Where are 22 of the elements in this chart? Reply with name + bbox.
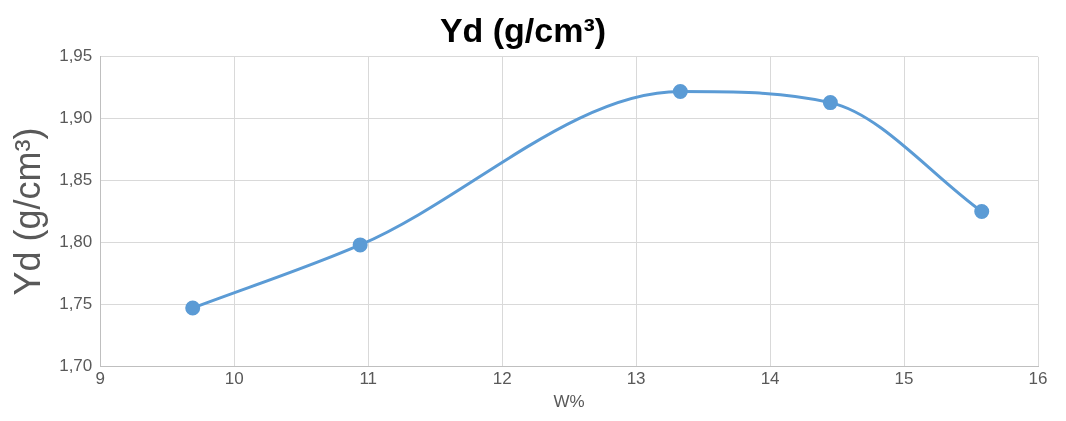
y-tick-label: 1,85 (59, 170, 93, 190)
x-axis-title: W% (553, 392, 585, 412)
x-tick-label: 13 (626, 369, 646, 389)
point (974, 204, 990, 219)
x-tick-label: 15 (894, 369, 914, 389)
x-tick-label: 11 (359, 369, 378, 389)
x-tick-label: 10 (224, 369, 244, 389)
y-tick-label: 1,70 (59, 355, 93, 375)
point (822, 95, 838, 111)
point (672, 83, 688, 99)
y-tick-label: 1,80 (59, 232, 93, 252)
chart-title: Yd (g/cm³) (439, 10, 607, 49)
point (185, 300, 201, 316)
x-tick-label: 16 (1028, 369, 1048, 389)
y-axis-title: Yd (g/cm³) (6, 127, 48, 296)
x-tick-label: 14 (760, 369, 780, 389)
x-tick-label: 12 (492, 369, 512, 389)
y-tick-label: 1,95 (59, 46, 93, 66)
point (352, 237, 368, 253)
x-tick-label: 9 (95, 369, 106, 389)
y-tick-label: 1,90 (59, 108, 93, 128)
y-tick-label: 1,75 (59, 294, 93, 314)
